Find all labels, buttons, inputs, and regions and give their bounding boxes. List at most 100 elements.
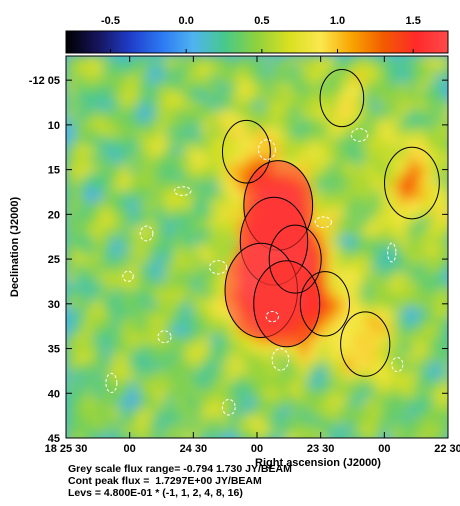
- map-cell: [399, 290, 409, 300]
- map-cell: [93, 92, 103, 102]
- map-cell: [336, 92, 346, 102]
- map-cell: [210, 146, 220, 156]
- map-cell: [174, 290, 184, 300]
- map-cell: [345, 344, 355, 354]
- map-cell: [66, 389, 76, 399]
- map-cell: [75, 389, 85, 399]
- map-cell: [426, 92, 436, 102]
- map-cell: [183, 263, 193, 273]
- map-cell: [138, 209, 148, 219]
- map-cell: [210, 173, 220, 183]
- map-cell: [138, 128, 148, 138]
- map-cell: [111, 407, 121, 417]
- map-cell: [327, 65, 337, 75]
- map-cell: [111, 290, 121, 300]
- map-cell: [273, 92, 283, 102]
- map-cell: [174, 263, 184, 273]
- map-cell: [336, 65, 346, 75]
- map-cell: [192, 308, 202, 318]
- map-cell: [192, 200, 202, 210]
- map-cell: [138, 317, 148, 327]
- map-cell: [66, 380, 76, 390]
- map-cell: [156, 425, 166, 435]
- map-cell: [120, 137, 130, 147]
- map-cell: [336, 362, 346, 372]
- map-cell: [165, 119, 175, 129]
- map-cell: [237, 101, 247, 111]
- map-cell: [336, 308, 346, 318]
- map-cell: [246, 353, 256, 363]
- map-cell: [246, 398, 256, 408]
- map-cell: [237, 353, 247, 363]
- map-cell: [237, 110, 247, 120]
- map-cell: [318, 353, 328, 363]
- map-cell: [246, 371, 256, 381]
- map-cell: [210, 200, 220, 210]
- map-cell: [282, 398, 292, 408]
- map-cell: [408, 335, 418, 345]
- map-cell: [183, 326, 193, 336]
- map-cell: [309, 74, 319, 84]
- map-cell: [390, 299, 400, 309]
- map-cell: [93, 290, 103, 300]
- map-cell: [381, 371, 391, 381]
- map-cell: [255, 344, 265, 354]
- map-cell: [417, 119, 427, 129]
- map-cell: [327, 425, 337, 435]
- map-cell: [219, 272, 229, 282]
- map-cell: [345, 155, 355, 165]
- map-cell: [345, 173, 355, 183]
- map-cell: [435, 74, 445, 84]
- map-cell: [228, 83, 238, 93]
- map-cell: [156, 101, 166, 111]
- map-cell: [156, 191, 166, 201]
- map-cell: [165, 371, 175, 381]
- map-cell: [84, 182, 94, 192]
- map-cell: [363, 182, 373, 192]
- map-cell: [363, 263, 373, 273]
- map-cell: [84, 218, 94, 228]
- map-cell: [192, 137, 202, 147]
- map-cell: [237, 74, 247, 84]
- map-cell: [318, 281, 328, 291]
- map-cell: [75, 281, 85, 291]
- map-cell: [237, 128, 247, 138]
- map-cell: [111, 326, 121, 336]
- map-cell: [417, 281, 427, 291]
- map-cell: [363, 173, 373, 183]
- map-cell: [408, 371, 418, 381]
- map-cell: [228, 74, 238, 84]
- map-cell: [66, 290, 76, 300]
- map-cell: [318, 317, 328, 327]
- map-cell: [336, 290, 346, 300]
- map-cell: [246, 344, 256, 354]
- map-cell: [390, 182, 400, 192]
- map-cell: [444, 371, 448, 381]
- map-cell: [408, 398, 418, 408]
- colorbar-tick-label: 0.0: [179, 15, 194, 27]
- map-cell: [372, 146, 382, 156]
- map-cell: [363, 281, 373, 291]
- map-cell: [426, 281, 436, 291]
- map-cell: [138, 83, 148, 93]
- map-cell: [129, 182, 139, 192]
- map-cell: [219, 110, 229, 120]
- map-cell: [318, 92, 328, 102]
- map-cell: [309, 236, 319, 246]
- map-cell: [129, 101, 139, 111]
- map-cell: [201, 434, 211, 438]
- map-cell: [228, 191, 238, 201]
- map-cell: [75, 236, 85, 246]
- map-cell: [309, 380, 319, 390]
- map-cell: [174, 434, 184, 438]
- map-cell: [75, 254, 85, 264]
- map-cell: [336, 83, 346, 93]
- map-cell: [192, 353, 202, 363]
- map-cell: [174, 416, 184, 426]
- map-cell: [408, 281, 418, 291]
- map-cell: [399, 119, 409, 129]
- map-cell: [363, 191, 373, 201]
- map-cell: [201, 263, 211, 273]
- map-cell: [84, 74, 94, 84]
- map-cell: [408, 146, 418, 156]
